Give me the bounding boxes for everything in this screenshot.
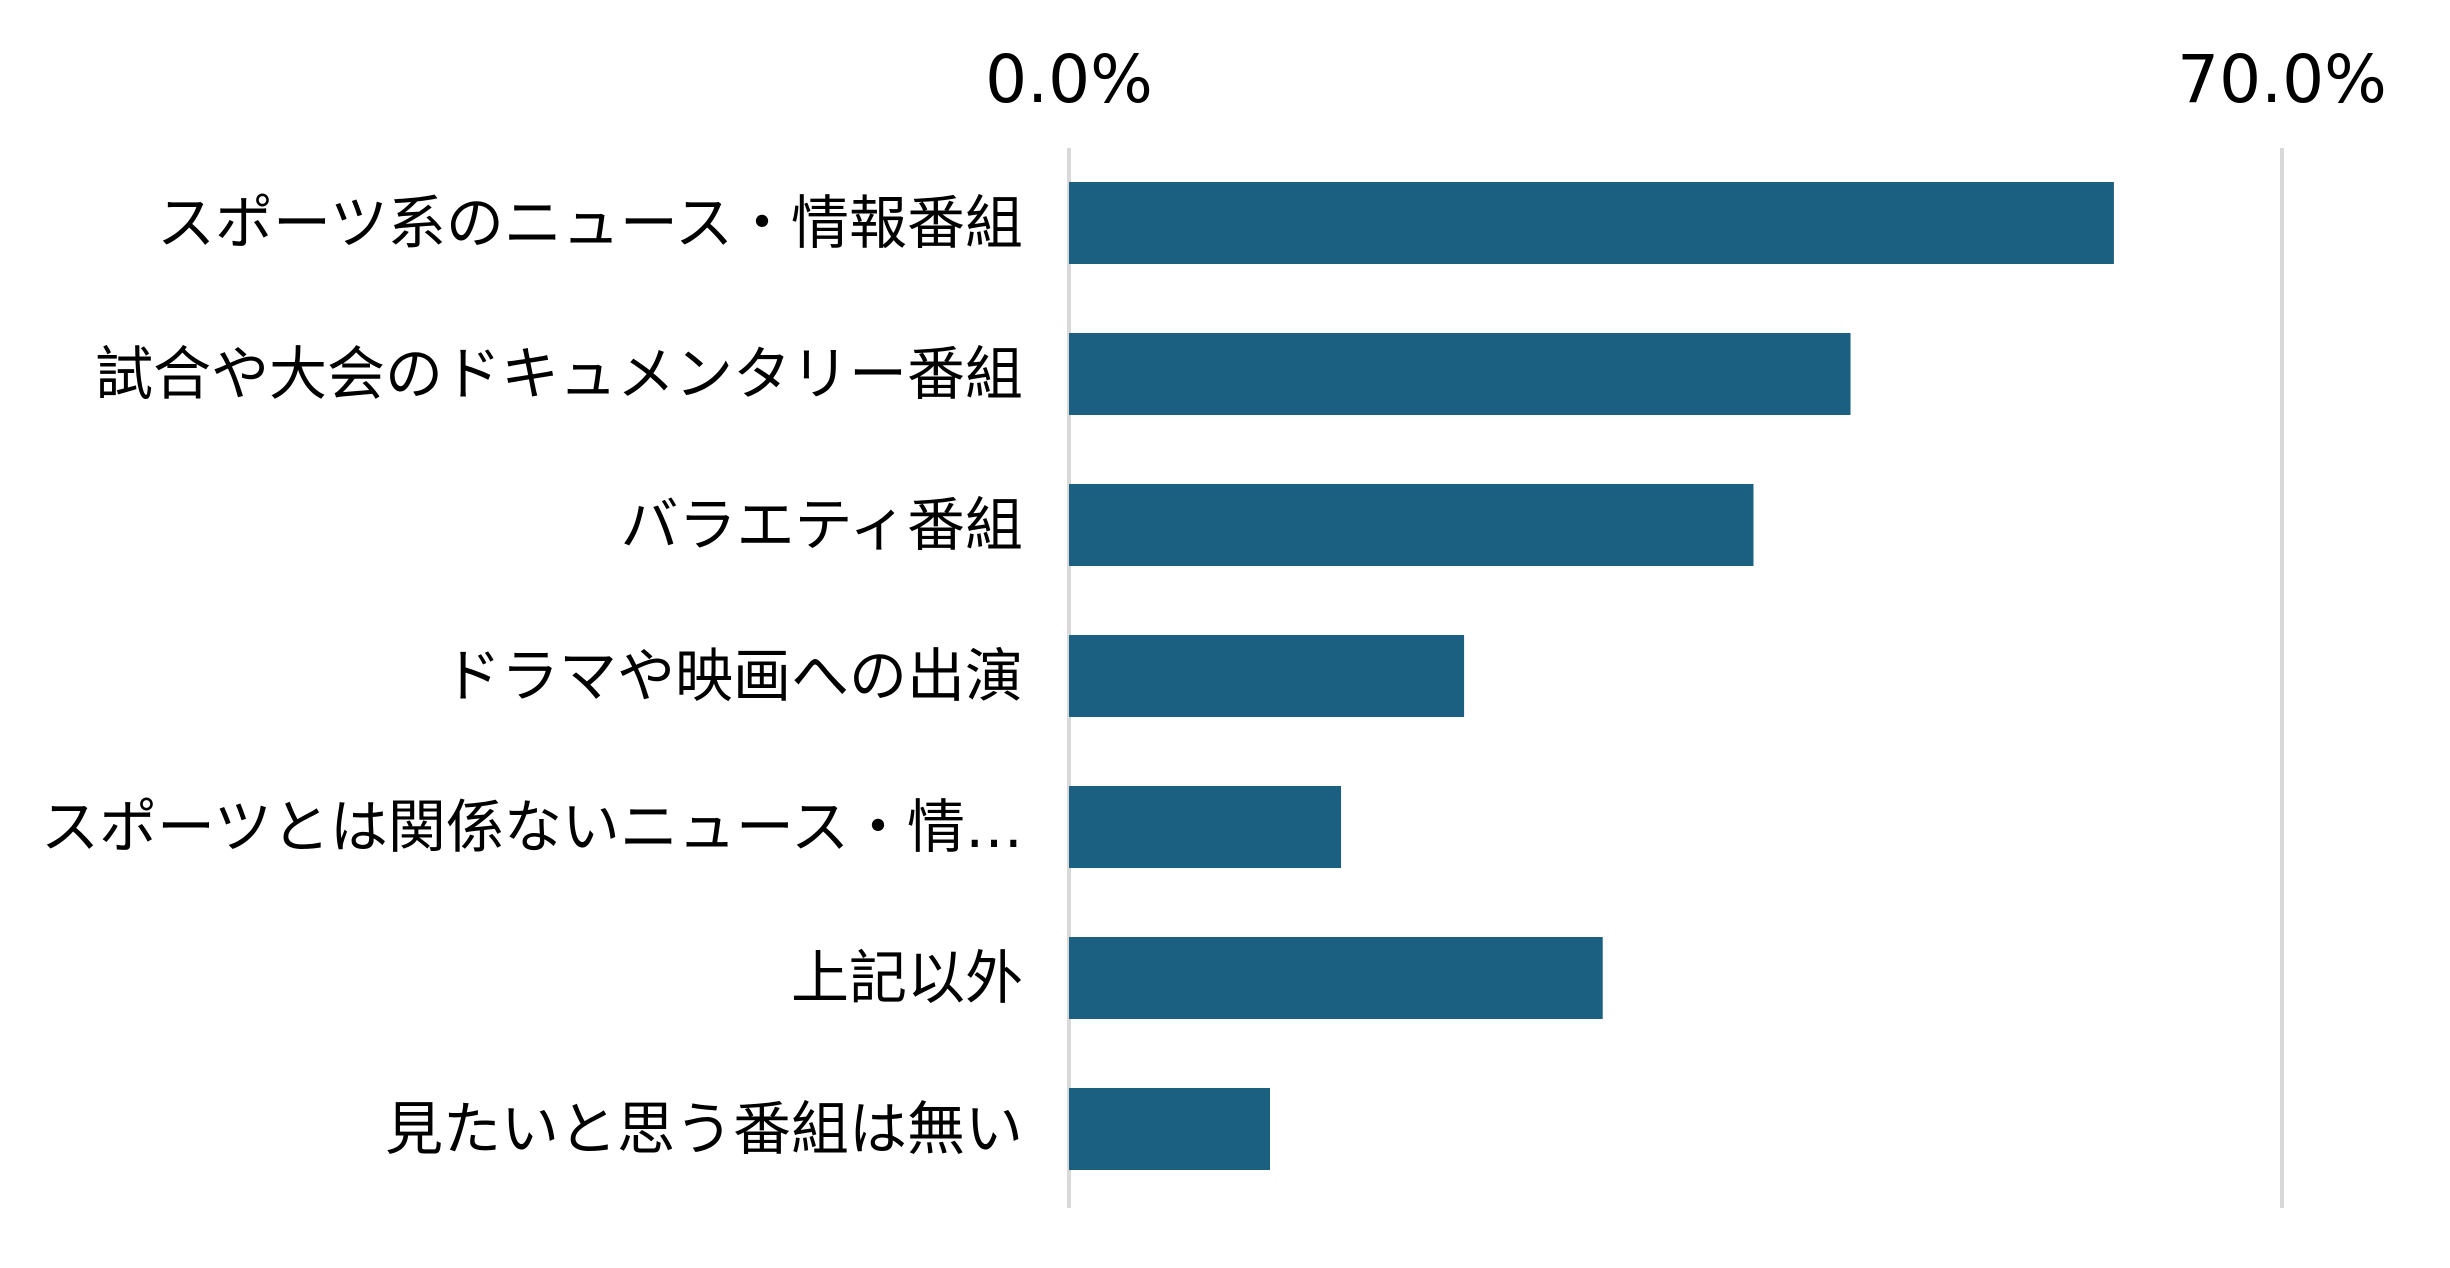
category-label: 上記以外 [791, 944, 1023, 1012]
bars [1069, 182, 2114, 1170]
category-label: スポーツ系のニュース・情報番組 [157, 189, 1023, 257]
x-tick-label: 0.0% [985, 41, 1153, 118]
x-tick-label: 70.0% [2177, 41, 2387, 118]
category-labels: スポーツ系のニュース・情報番組試合や大会のドキュメンタリー番組バラエティ番組ドラ… [41, 189, 1023, 1163]
x-axis-ticks: 0.0% 70.0% [985, 41, 2387, 118]
bar [1069, 786, 1342, 868]
category-label: ドラマや映画への出演 [443, 642, 1023, 710]
category-label: スポーツとは関係ないニュース・情… [41, 793, 1023, 861]
bar [1069, 937, 1603, 1019]
bar [1069, 182, 2114, 264]
bar [1069, 484, 1754, 566]
category-label: 見たいと思う番組は無い [385, 1095, 1023, 1163]
category-label: 試合や大会のドキュメンタリー番組 [95, 340, 1023, 408]
bar [1069, 1088, 1271, 1170]
bar [1069, 635, 1465, 717]
category-label: バラエティ番組 [620, 491, 1023, 559]
bar [1069, 333, 1851, 415]
